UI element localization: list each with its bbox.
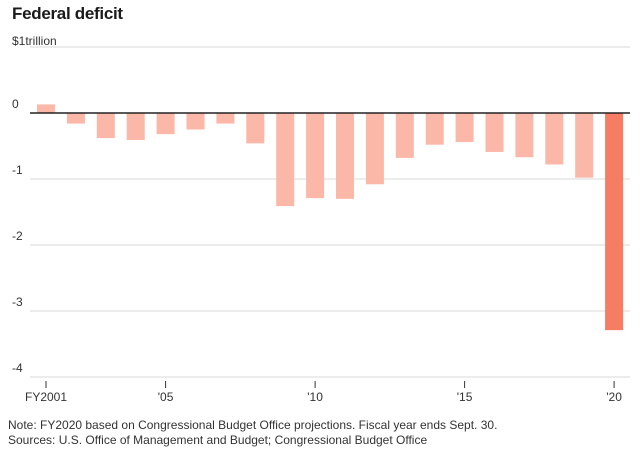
bar-fy2009 — [276, 113, 295, 207]
grid-layer — [30, 46, 630, 378]
chart-note: Note: FY2020 based on Congressional Budg… — [8, 418, 498, 432]
x-tick-label: '15 — [457, 390, 473, 404]
bar-layer — [37, 104, 624, 331]
chart-title: Federal deficit — [12, 4, 123, 23]
x-tick-label: FY2001 — [25, 390, 67, 404]
bar-fy2010 — [306, 113, 325, 199]
bar-fy2008 — [246, 113, 265, 144]
bar-fy2005 — [156, 113, 175, 135]
y-tick-label: -4 — [12, 361, 23, 375]
bar-fy2003 — [96, 113, 115, 139]
y-tick-label: 0 — [12, 97, 19, 111]
bar-fy2016 — [485, 113, 504, 152]
x-tick-label: '10 — [307, 390, 323, 404]
y-axis-unit-label: $1trillion — [12, 34, 57, 48]
bar-fy2017 — [515, 113, 534, 158]
bar-fy2015 — [455, 113, 474, 143]
bar-fy2004 — [126, 113, 145, 141]
bar-fy2001 — [37, 104, 55, 113]
x-tick-label: '05 — [158, 390, 174, 404]
x-tick-label: '20 — [606, 390, 622, 404]
y-tick-label: -2 — [12, 229, 23, 243]
bar-fy2020 — [605, 113, 624, 331]
chart-sources: Sources: U.S. Office of Management and B… — [8, 433, 428, 447]
bar-fy2011 — [336, 113, 354, 199]
bar-fy2006 — [186, 113, 205, 130]
axis-layer: 0 -1 -2 -3 -4 FY2001 '05 '10 '15 '20 — [12, 97, 630, 404]
bar-fy2019 — [575, 113, 594, 178]
bar-fy2007 — [216, 113, 235, 124]
bar-fy2014 — [425, 113, 444, 145]
bar-fy2012 — [365, 113, 384, 185]
y-tick-label: -3 — [12, 295, 23, 309]
deficit-bar-chart: 0 -1 -2 -3 -4 FY2001 '05 '10 '15 '20 $1trillion — [12, 34, 630, 404]
bar-fy2002 — [66, 113, 85, 124]
bar-fy2013 — [395, 113, 414, 158]
y-tick-label: -1 — [12, 163, 23, 177]
bar-fy2018 — [545, 113, 564, 165]
